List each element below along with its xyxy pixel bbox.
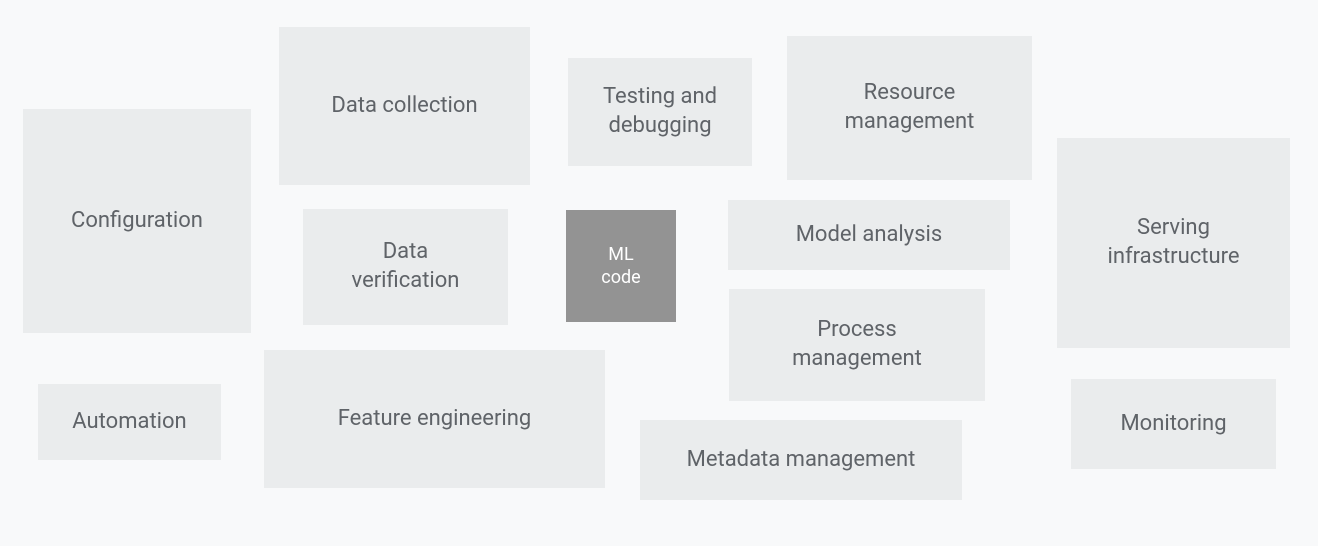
box-testing-debugging: Testing anddebugging — [568, 58, 752, 166]
box-metadata-management: Metadata management — [640, 420, 962, 500]
box-data-collection: Data collection — [279, 27, 530, 185]
box-label-resource-management: Resourcemanagement — [845, 79, 975, 136]
box-ml-code: MLcode — [566, 210, 676, 322]
box-label-configuration: Configuration — [71, 207, 203, 236]
box-data-verification: Dataverification — [303, 209, 508, 325]
box-process-management: Processmanagement — [729, 289, 985, 401]
box-label-testing-debugging: Testing anddebugging — [603, 83, 717, 140]
box-monitoring: Monitoring — [1071, 379, 1276, 469]
box-label-feature-engineering: Feature engineering — [338, 405, 532, 434]
box-serving-infra: Servinginfrastructure — [1057, 138, 1290, 348]
box-resource-management: Resourcemanagement — [787, 36, 1032, 180]
box-label-process-management: Processmanagement — [792, 316, 922, 373]
box-model-analysis: Model analysis — [728, 200, 1010, 270]
box-label-automation: Automation — [72, 408, 186, 437]
ml-system-diagram: Configuration Automation Data collection Da… — [0, 0, 1318, 546]
box-label-ml-code: MLcode — [601, 243, 640, 290]
box-configuration: Configuration — [23, 109, 251, 333]
box-label-serving-infra: Servinginfrastructure — [1107, 214, 1239, 271]
box-label-model-analysis: Model analysis — [796, 221, 943, 250]
box-label-data-collection: Data collection — [331, 92, 477, 121]
box-label-monitoring: Monitoring — [1120, 410, 1226, 439]
box-label-data-verification: Dataverification — [352, 238, 460, 295]
box-automation: Automation — [38, 384, 221, 460]
box-feature-engineering: Feature engineering — [264, 350, 605, 488]
box-label-metadata-management: Metadata management — [687, 446, 916, 475]
